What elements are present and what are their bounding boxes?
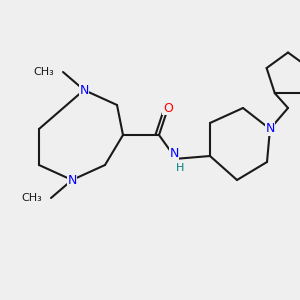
Text: N: N: [265, 122, 275, 136]
Text: CH₃: CH₃: [21, 193, 42, 203]
Text: N: N: [79, 83, 89, 97]
Text: CH₃: CH₃: [33, 67, 54, 77]
Text: N: N: [169, 146, 179, 160]
Text: H: H: [176, 163, 184, 173]
Text: O: O: [163, 101, 173, 115]
Text: N: N: [67, 173, 77, 187]
